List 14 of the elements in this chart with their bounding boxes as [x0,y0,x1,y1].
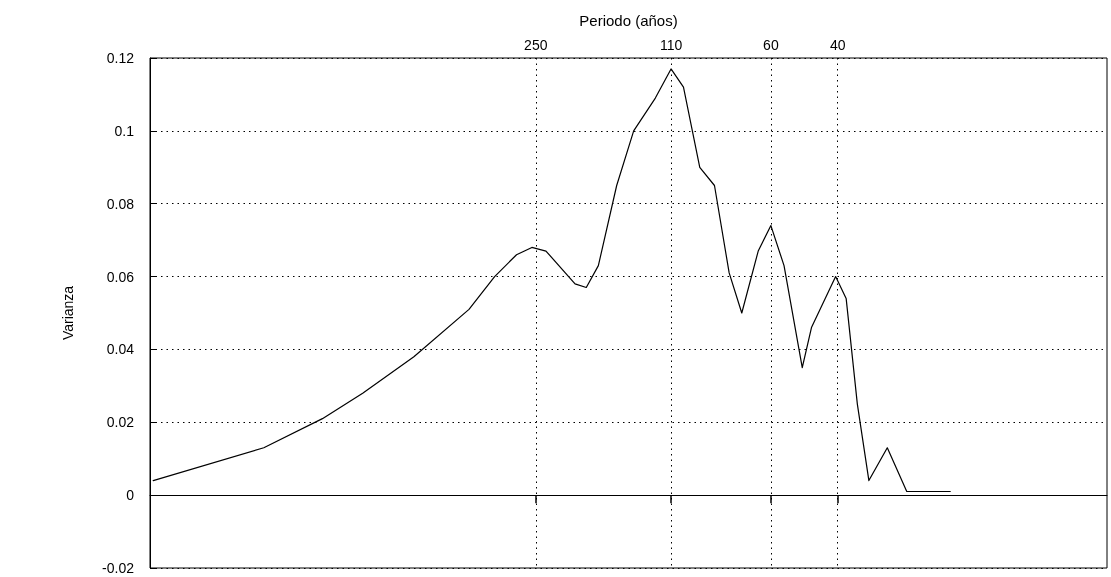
x-tick-label: 40 [829,37,846,53]
x-tick-label: 110 [659,37,683,53]
y-tick-label: 0 [126,487,135,504]
x-tick-label: 60 [763,37,779,53]
y-axis-title: Varianza [60,285,76,341]
y-tick-label: 0.1 [114,122,135,139]
y-tick-label: 0.04 [106,341,135,358]
y-tick-label: 0.06 [106,268,135,285]
x-axis-title: Periodo (años) [579,12,678,29]
y-tick-label: -0.02 [102,560,135,576]
y-tick-label: 0.08 [106,195,135,212]
x-tick-label: 250 [524,37,548,53]
y-tick-label: 0.02 [106,414,135,431]
y-tick-label: 0.12 [106,50,135,66]
